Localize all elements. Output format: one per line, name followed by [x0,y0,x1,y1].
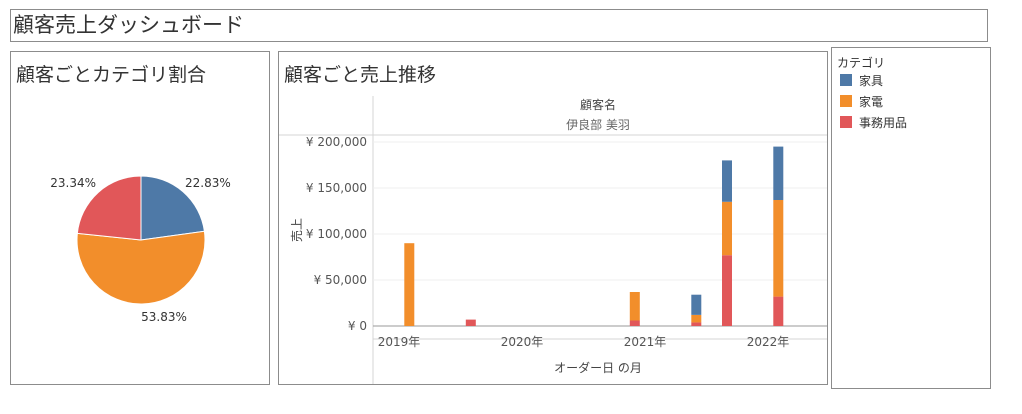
bar-segment[interactable] [691,322,702,326]
pie-panel-title: 顧客ごとカテゴリ割合 [16,64,207,86]
y-tick-label: ¥ 100,000 [306,227,367,241]
customer-header-value: 伊良部 美羽 [566,117,630,132]
legend-item-furniture[interactable]: 家具 [840,73,884,88]
pie-slice-label: 22.83% [185,176,231,190]
pie-slice-label: 53.83% [141,310,187,324]
y-tick-label: ¥ 200,000 [306,135,367,149]
bar-segment[interactable] [629,320,640,327]
bar-segment[interactable] [722,160,732,202]
legend-item-office-supplies[interactable]: 事務用品 [840,115,908,130]
bar-segment[interactable] [404,243,415,326]
bar-segment[interactable] [773,200,784,297]
y-tick-label: ¥ 150,000 [306,181,367,195]
bar-segment[interactable] [773,146,784,200]
y-tick-label: ¥ 0 [348,319,367,333]
bar-segment[interactable] [629,292,640,321]
category-legend: カテゴリ 家具 家電 事務用品 [831,47,991,389]
legend-label: 家電 [859,94,884,109]
bar-segment[interactable] [722,255,732,326]
legend-swatch [840,74,852,86]
x-axis-label: オーダー日 の月 [554,360,642,375]
x-tick-label: 2020年 [501,335,544,349]
sales-trend-panel: 顧客ごと売上推移 顧客名 伊良部 美羽 オーダー日 の月 売上 ¥ 0 ¥ 50,… [278,51,828,385]
pie-slice-label: 23.34% [50,176,96,190]
x-tick-label: 2019年 [378,335,421,349]
bar-segment[interactable] [773,296,784,326]
legend-title: カテゴリ [837,56,886,70]
legend-swatch [840,95,852,107]
pie-slice-1[interactable] [76,230,206,305]
x-tick-label: 2022年 [747,335,790,349]
legend-item-appliances[interactable]: 家電 [840,94,884,109]
legend-label: 家具 [859,73,884,88]
pie-slice-2[interactable] [76,175,142,241]
bar-segment[interactable] [691,315,702,323]
customer-header-title: 顧客名 [580,97,616,112]
y-tick-label: ¥ 50,000 [314,273,367,287]
category-pie-chart: 22.83% 53.83% 23.34% [50,175,231,324]
trend-panel-title: 顧客ごと売上推移 [284,64,437,86]
bar-segment[interactable] [465,319,476,326]
legend-label: 事務用品 [859,115,908,130]
bar-segment[interactable] [722,201,732,256]
bar-segment[interactable] [691,294,702,315]
dashboard-title: 顧客売上ダッシュボード [10,9,988,42]
category-share-panel: 顧客ごとカテゴリ割合 22.83% 53.83% 23.34% [10,51,270,385]
pie-slice-0[interactable] [140,175,205,241]
y-axis-label: 売上 [289,218,304,242]
sales-trend-chart: 顧客名 伊良部 美羽 オーダー日 の月 売上 ¥ 0 ¥ 50,000 ¥ 100,… [279,96,827,384]
x-tick-label: 2021年 [624,335,667,349]
legend-swatch [840,116,852,128]
